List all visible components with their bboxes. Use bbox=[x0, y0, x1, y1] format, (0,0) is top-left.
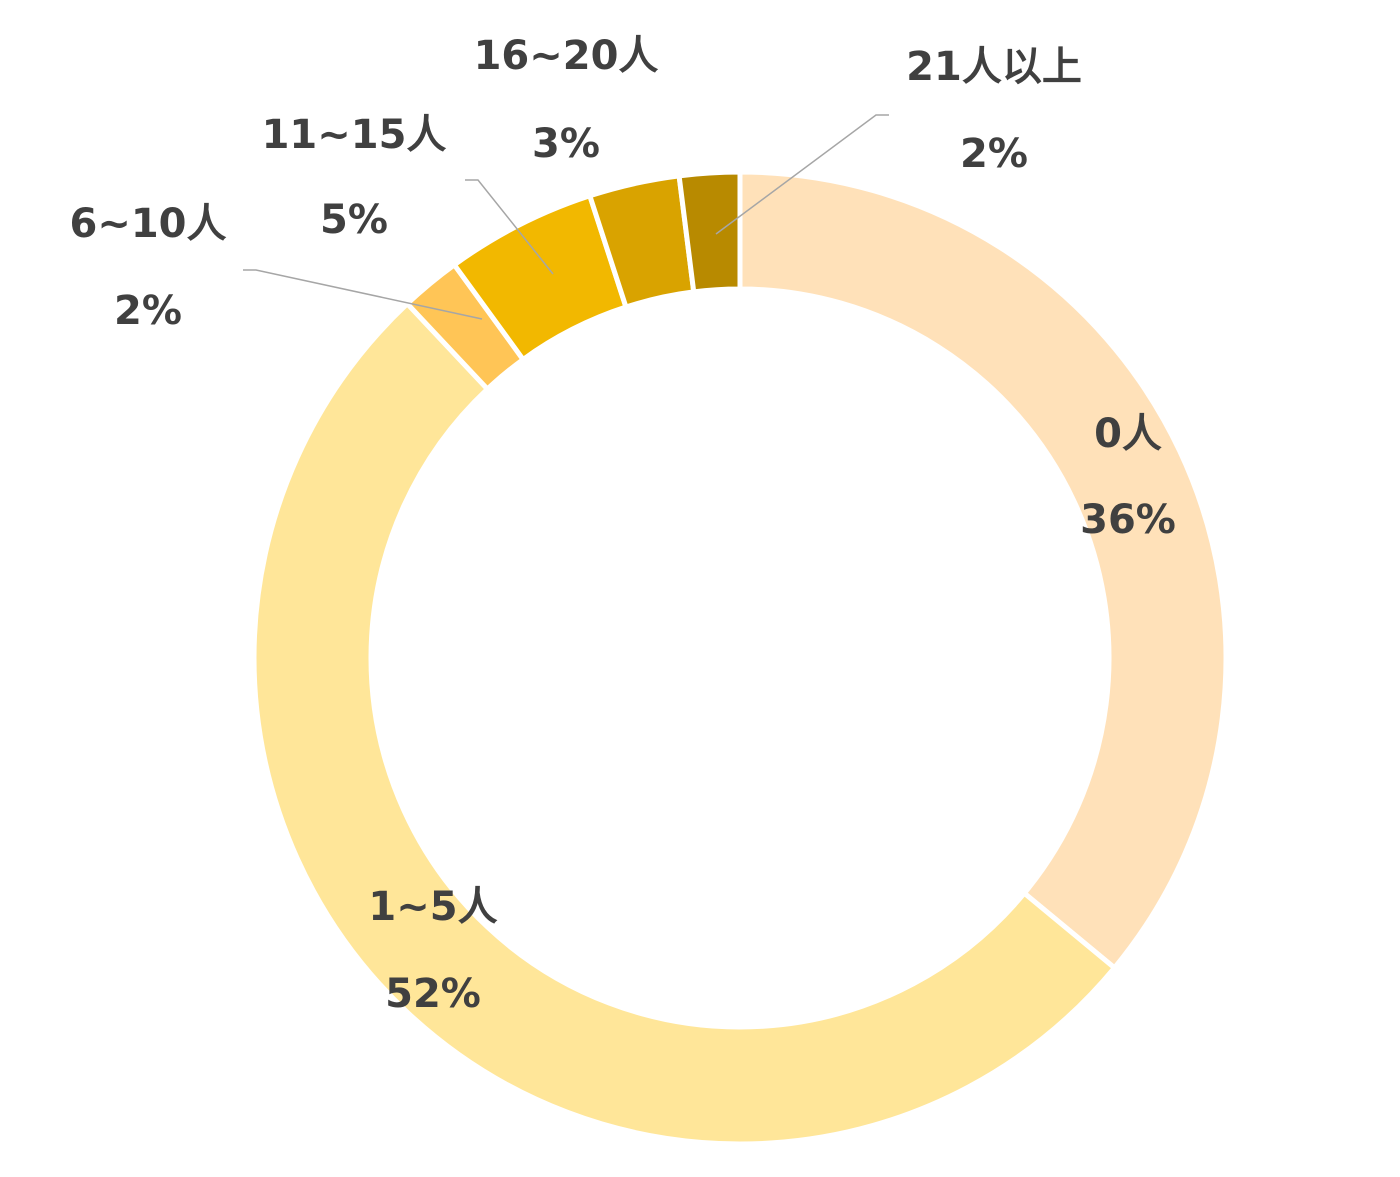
slice-4-category-label: 11~15人 bbox=[262, 112, 447, 158]
leader-lines bbox=[243, 114, 889, 320]
slice-3-leader-line bbox=[243, 269, 483, 320]
slice-2-category-label: 1~5人 bbox=[368, 884, 497, 930]
slice-2-percent-label: 52% bbox=[385, 971, 481, 1017]
slice-2-arc bbox=[251, 300, 1118, 1147]
donut-slices bbox=[251, 169, 1229, 1147]
slice-6-category-label: 21人以上 bbox=[906, 44, 1082, 90]
slice-1-category-label: 0人 bbox=[1094, 411, 1162, 457]
slice-5-percent-label: 3% bbox=[532, 121, 600, 167]
slice-4-percent-label: 5% bbox=[320, 197, 388, 243]
slice-4-leader-line bbox=[465, 179, 554, 275]
slice-6-percent-label: 2% bbox=[960, 131, 1028, 177]
slice-1-percent-label: 36% bbox=[1080, 497, 1176, 543]
slice-5-category-label: 16~20人 bbox=[474, 33, 659, 79]
data-labels: 0人 36% 1~5人 52% 6~10人 2% 11~15人 5% 16~20人 3% 21人以上… bbox=[69, 33, 1175, 1017]
slice-3-percent-label: 2% bbox=[114, 288, 182, 334]
slice-6-leader-line bbox=[715, 114, 889, 235]
slice-1-arc bbox=[737, 169, 1229, 972]
slice-3-category-label: 6~10人 bbox=[69, 201, 226, 247]
slice-6-arc bbox=[676, 169, 743, 295]
